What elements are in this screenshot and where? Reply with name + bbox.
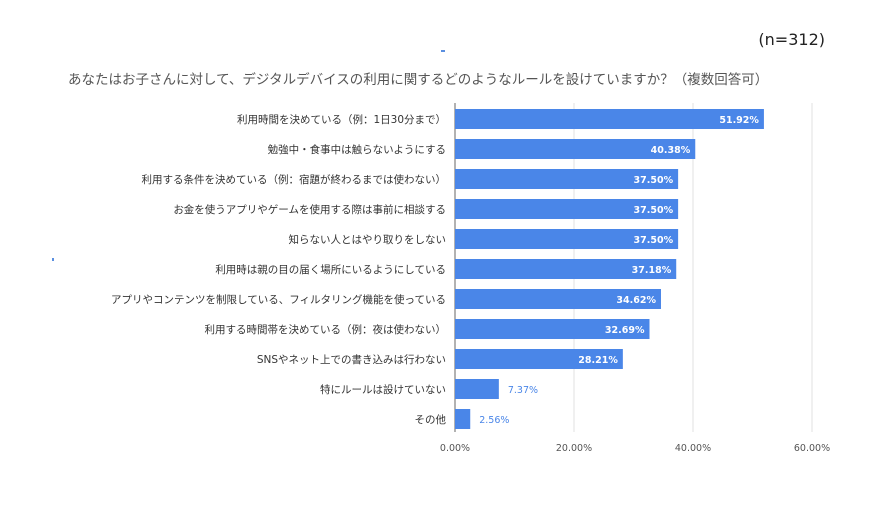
bar <box>455 139 696 159</box>
data-label: 34.62% <box>616 295 656 306</box>
data-label: 51.92% <box>719 115 759 126</box>
category-label: 利用する条件を決めている（例：宿題が終わるまでは使わない） <box>142 173 447 186</box>
bar <box>455 289 661 309</box>
bar <box>455 409 471 429</box>
x-tick-label: 60.00% <box>794 443 830 454</box>
data-label: 37.50% <box>634 205 674 216</box>
data-label: 37.50% <box>634 235 674 246</box>
category-label: 勉強中・食事中は触らないようにする <box>268 143 446 156</box>
category-label: 利用時は親の目の届く場所にいるようにしている <box>215 263 446 276</box>
category-label: 特にルールは設けていない <box>320 383 446 396</box>
bar <box>455 199 679 219</box>
x-tick-label: 0.00% <box>440 443 470 454</box>
data-label: 2.56% <box>479 415 509 426</box>
data-label: 7.37% <box>508 385 538 396</box>
data-label: 32.69% <box>605 325 645 336</box>
data-label: 40.38% <box>651 145 691 156</box>
bar <box>455 379 499 399</box>
decorative-dot <box>441 50 445 52</box>
decorative-dot <box>52 258 54 261</box>
category-label: お金を使うアプリやゲームを使用する際は事前に相談する <box>173 203 446 216</box>
category-label: SNSやネット上での書き込みは行わない <box>257 353 446 366</box>
bar <box>455 259 677 279</box>
data-label: 37.50% <box>634 175 674 186</box>
category-label: 利用時間を決めている（例：1日30分まで） <box>237 113 446 126</box>
category-label: アプリやコンテンツを制限している、フィルタリング機能を使っている <box>111 293 446 306</box>
chart-title: あなたはお子さんに対して、デジタルデバイスの利用に関するどのようなルールを設けて… <box>68 72 769 88</box>
data-label: 37.18% <box>632 265 672 276</box>
bar <box>455 229 679 249</box>
category-label: 利用する時間帯を決めている（例：夜は使わない） <box>205 323 447 336</box>
x-tick-label: 40.00% <box>675 443 711 454</box>
bar <box>455 319 650 339</box>
category-label: その他 <box>415 413 447 426</box>
data-label: 28.21% <box>578 355 618 366</box>
bar <box>455 349 623 369</box>
category-label: 知らない人とはやり取りをしない <box>289 233 447 246</box>
sample-size-label: (n=312) <box>758 30 825 49</box>
bar <box>455 109 764 129</box>
x-tick-label: 20.00% <box>556 443 592 454</box>
bar <box>455 169 679 189</box>
